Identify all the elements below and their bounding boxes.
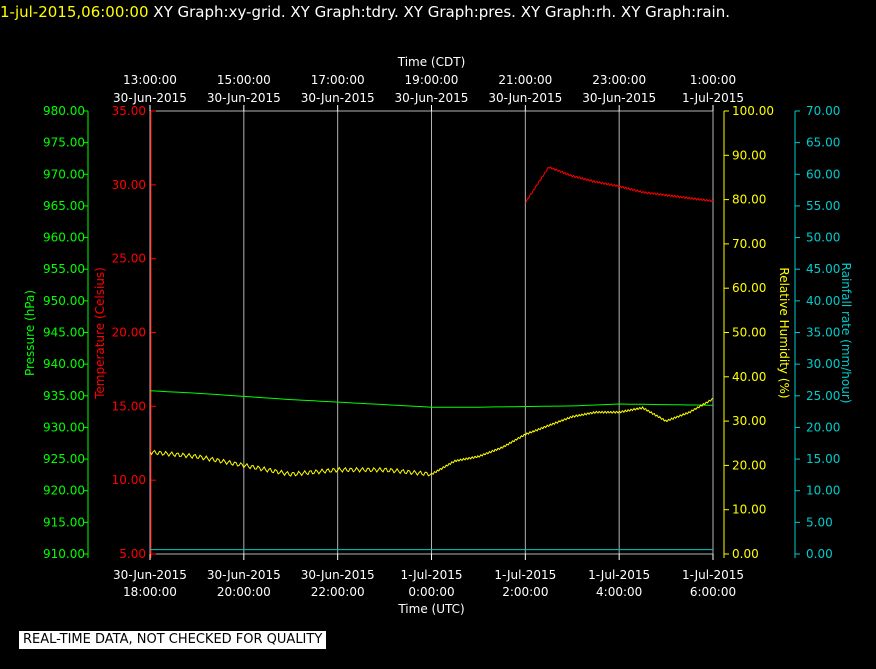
- x-top-tick-time-3: 19:00:00: [405, 73, 459, 87]
- x-bottom-tick-time-5: 4:00:00: [596, 585, 642, 599]
- humidity-tick-label-1: 10.00: [732, 503, 766, 517]
- pressure-tick-label-8: 950.00: [43, 294, 85, 308]
- humidity-tick-label-10: 100.00: [732, 104, 774, 118]
- pressure-tick-label-9: 955.00: [43, 262, 85, 276]
- x-top-tick-time-6: 1:00:00: [690, 73, 736, 87]
- x-top-tick-time-5: 23:00:00: [592, 73, 646, 87]
- temperature-tick-label-0: 5.00: [119, 547, 146, 561]
- pressure-tick-label-7: 945.00: [43, 326, 85, 340]
- x-bottom-tick-time-6: 6:00:00: [690, 585, 736, 599]
- rainfall-tick-label-8: 40.00: [806, 294, 840, 308]
- rainfall-tick-label-12: 60.00: [806, 167, 840, 181]
- humidity-tick-label-2: 20.00: [732, 458, 766, 472]
- humidity-axis-title: Relative Humidity (%): [777, 267, 791, 398]
- humidity-tick-label-9: 90.00: [732, 148, 766, 162]
- timestamp: 1-jul-2015,06:00:00: [0, 3, 149, 21]
- pressure-tick-label-5: 935.00: [43, 389, 85, 403]
- x-top-tick-label-3: 30-Jun-2015: [395, 91, 469, 105]
- x-top-tick-label-4: 30-Jun-2015: [488, 91, 562, 105]
- rainfall-tick-label-9: 45.00: [806, 262, 840, 276]
- x-top-axis-label: Time (CDT): [397, 55, 466, 69]
- temperature-tick-label-2: 15.00: [112, 399, 146, 413]
- x-bottom-tick-label-0: 30-Jun-2015: [113, 568, 187, 582]
- x-bottom-tick-label-1: 30-Jun-2015: [207, 568, 281, 582]
- x-top-tick-label-1: 30-Jun-2015: [207, 91, 281, 105]
- x-top-tick-time-2: 17:00:00: [311, 73, 365, 87]
- x-bottom-tick-label-2: 30-Jun-2015: [301, 568, 375, 582]
- x-bottom-tick-time-3: 0:00:00: [408, 585, 454, 599]
- pressure-tick-label-14: 980.00: [43, 104, 85, 118]
- x-bottom-axis-label: Time (UTC): [397, 602, 464, 616]
- rainfall-tick-label-6: 30.00: [806, 357, 840, 371]
- pressure-series-line: [149, 390, 714, 408]
- x-top-tick-label-0: 30-Jun-2015: [113, 91, 187, 105]
- rainfall-tick-label-14: 70.00: [806, 104, 840, 118]
- pressure-axis-title: Pressure (hPa): [23, 290, 37, 376]
- x-bottom-tick-time-0: 18:00:00: [123, 585, 177, 599]
- temperature-series-line: [525, 166, 714, 204]
- pressure-tick-label-1: 915.00: [43, 515, 85, 529]
- quality-notice: REAL-TIME DATA, NOT CHECKED FOR QUALITY: [19, 631, 327, 649]
- temperature-tick-label-1: 10.00: [112, 473, 146, 487]
- rainfall-tick-label-5: 25.00: [806, 389, 840, 403]
- x-bottom-tick-label-3: 1-Jul-2015: [401, 568, 463, 582]
- x-top-tick-time-4: 21:00:00: [498, 73, 552, 87]
- x-bottom-tick-label-5: 1-Jul-2015: [588, 568, 650, 582]
- humidity-tick-label-0: 0.00: [732, 547, 759, 561]
- pressure-tick-label-13: 975.00: [43, 136, 85, 150]
- rainfall-tick-label-0: 0.00: [806, 547, 833, 561]
- pressure-tick-label-6: 940.00: [43, 357, 85, 371]
- pressure-tick-label-11: 965.00: [43, 199, 85, 213]
- rainfall-axis-title: Rainfall rate (mm/hour): [839, 263, 853, 404]
- humidity-tick-label-6: 60.00: [732, 281, 766, 295]
- humidity-tick-label-7: 70.00: [732, 237, 766, 251]
- x-bottom-tick-time-1: 20:00:00: [217, 585, 271, 599]
- temperature-tick-label-4: 25.00: [112, 252, 146, 266]
- pressure-tick-label-0: 910.00: [43, 547, 85, 561]
- humidity-tick-label-8: 80.00: [732, 193, 766, 207]
- humidity-series-line: [149, 397, 714, 477]
- x-top-tick-label-2: 30-Jun-2015: [301, 91, 375, 105]
- x-top-tick-label-6: 1-Jul-2015: [682, 91, 744, 105]
- x-bottom-tick-time-4: 2:00:00: [502, 585, 548, 599]
- temperature-tick-label-5: 30.00: [112, 178, 146, 192]
- x-top-tick-time-1: 15:00:00: [217, 73, 271, 87]
- rainfall-tick-label-10: 50.00: [806, 231, 840, 245]
- graph-list: XY Graph:xy-grid. XY Graph:tdry. XY Grap…: [148, 3, 731, 21]
- rainfall-tick-label-4: 20.00: [806, 420, 840, 434]
- temperature-axis-title: Temperature (Celsius): [93, 267, 107, 400]
- temperature-tick-label-6: 35.00: [112, 104, 146, 118]
- rainfall-tick-label-1: 5.00: [806, 515, 833, 529]
- rainfall-tick-label-3: 15.00: [806, 452, 840, 466]
- pressure-tick-label-10: 960.00: [43, 231, 85, 245]
- humidity-tick-label-3: 30.00: [732, 414, 766, 428]
- x-top-tick-time-0: 13:00:00: [123, 73, 177, 87]
- humidity-tick-label-4: 40.00: [732, 370, 766, 384]
- x-bottom-tick-label-6: 1-Jul-2015: [682, 568, 744, 582]
- rainfall-tick-label-13: 65.00: [806, 136, 840, 150]
- rainfall-tick-label-11: 55.00: [806, 199, 840, 213]
- x-bottom-tick-label-4: 1-Jul-2015: [494, 568, 556, 582]
- window-title: 1-jul-2015,06:00:00 XY Graph:xy-grid. XY…: [0, 0, 876, 24]
- pressure-tick-label-2: 920.00: [43, 484, 85, 498]
- rainfall-tick-label-2: 10.00: [806, 484, 840, 498]
- humidity-tick-label-5: 50.00: [732, 326, 766, 340]
- pressure-tick-label-3: 925.00: [43, 452, 85, 466]
- pressure-tick-label-12: 970.00: [43, 167, 85, 181]
- temperature-tick-label-3: 20.00: [112, 326, 146, 340]
- rainfall-tick-label-7: 35.00: [806, 326, 840, 340]
- x-bottom-tick-time-2: 22:00:00: [311, 585, 365, 599]
- pressure-tick-label-4: 930.00: [43, 420, 85, 434]
- x-top-tick-label-5: 30-Jun-2015: [582, 91, 656, 105]
